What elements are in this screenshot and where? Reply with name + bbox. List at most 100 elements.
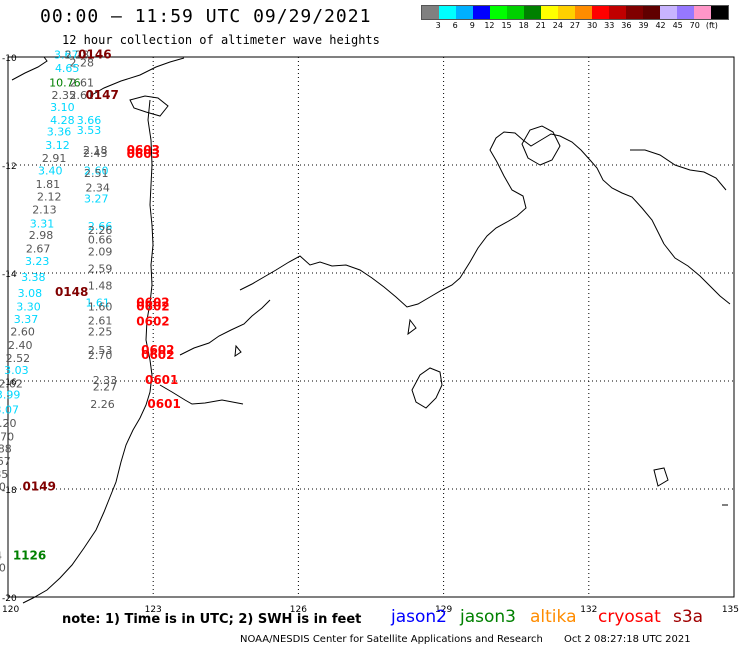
coastline-segment bbox=[630, 149, 727, 191]
color-scale-label: 6 bbox=[452, 21, 458, 30]
color-swatch bbox=[677, 6, 694, 19]
wave-height-value: 2.34 bbox=[85, 182, 110, 195]
legend-altika: altika bbox=[530, 607, 577, 627]
wave-height-value: 3.10 bbox=[50, 101, 75, 114]
lon-tick-label: 135 bbox=[722, 605, 739, 615]
coastline-segment bbox=[411, 367, 443, 409]
wave-height-value: 2.40 bbox=[0, 480, 6, 493]
map-title: 00:00 – 11:59 UTC 09/29/2021 bbox=[40, 6, 372, 27]
color-swatch bbox=[592, 6, 609, 19]
wave-height-value: 2.91 bbox=[42, 152, 67, 165]
wave-height-value: 3.66 bbox=[77, 114, 102, 127]
wave-height-value: 2.13 bbox=[32, 203, 57, 216]
map-frame bbox=[7, 56, 735, 598]
map-subtitle: 12 hour collection of altimeter wave hei… bbox=[62, 33, 380, 47]
wave-height-value: 1.48 bbox=[88, 279, 113, 292]
pass-time-label: 0603 bbox=[127, 143, 160, 157]
lon-tick-label: 126 bbox=[290, 605, 307, 615]
wave-height-value: 2.27 bbox=[93, 380, 118, 393]
generated-datetime: Oct 2 08:27:18 UTC 2021 bbox=[564, 634, 691, 645]
wave-height-value: 2.09 bbox=[88, 245, 113, 258]
wave-height-value: 2.35 bbox=[52, 89, 76, 102]
color-swatch bbox=[456, 6, 473, 19]
wave-height-value: 3.30 bbox=[16, 300, 41, 313]
color-swatch bbox=[524, 6, 541, 19]
pass-time-label: 0602 bbox=[141, 348, 174, 362]
color-swatch bbox=[643, 6, 660, 19]
wave-height-value: 3.38 bbox=[21, 271, 46, 284]
coastline-segment bbox=[11, 56, 48, 81]
credit-text: NOAA/NESDIS Center for Satellite Applica… bbox=[240, 634, 543, 645]
color-scale-label: 42 bbox=[655, 21, 666, 30]
color-swatch bbox=[422, 6, 439, 19]
wave-height-value: 3.99 bbox=[0, 389, 20, 402]
pass-time-label: 1126 bbox=[13, 548, 46, 562]
lat-tick-label: -10 bbox=[2, 54, 17, 64]
wave-height-value: 2.26 bbox=[88, 224, 113, 237]
wave-height-value: 3.03 bbox=[4, 364, 29, 377]
pass-time-label: 0149 bbox=[23, 479, 56, 493]
pass-time-label: 0602 bbox=[136, 296, 169, 310]
color-swatch bbox=[473, 6, 490, 19]
coastline-segment bbox=[159, 384, 244, 405]
wave-height-value: 2.20 bbox=[0, 417, 17, 430]
color-scale-label: 30 bbox=[587, 21, 598, 30]
color-swatch bbox=[490, 6, 507, 19]
wave-height-value: 1.67 bbox=[0, 455, 11, 468]
lat-tick-label: -16 bbox=[2, 378, 17, 388]
color-scale-label: 36 bbox=[621, 21, 632, 30]
color-swatch bbox=[558, 6, 575, 19]
map-border bbox=[7, 56, 735, 598]
color-scale-labels: 3 6 9 12 15 18 21 24 27 30 33 36 39 42 45 70 (ft) bbox=[421, 20, 729, 32]
wave-height-value: 3.08 bbox=[18, 287, 43, 300]
pass-time-label: 0602 bbox=[141, 343, 174, 357]
color-scale-label: 15 bbox=[501, 21, 512, 30]
wave-height-value: 2.61 bbox=[69, 76, 94, 89]
wave-height-value: 3.67 bbox=[54, 48, 78, 61]
wave-height-labels: 3.672.282.2801464.6510.762.612.352.61014… bbox=[0, 47, 181, 574]
pass-time-label: 0603 bbox=[127, 147, 160, 161]
color-scale-label: (ft) bbox=[705, 21, 718, 30]
legend-cryosat: cryosat bbox=[598, 607, 661, 627]
color-swatch bbox=[626, 6, 643, 19]
wave-height-value: 2.60 bbox=[10, 325, 34, 338]
coastline-segment bbox=[407, 318, 417, 336]
wave-height-value: 2.85 bbox=[0, 468, 8, 481]
color-scale-label: 3 bbox=[435, 21, 441, 30]
wave-height-value: 2.70 bbox=[88, 349, 113, 362]
color-swatch bbox=[694, 6, 711, 19]
wave-height-value: 2.53 bbox=[88, 344, 113, 357]
color-scale-label: 33 bbox=[604, 21, 615, 30]
coastline-segment bbox=[22, 99, 154, 604]
color-scale-label: 45 bbox=[672, 21, 683, 30]
wave-height-value: 4.28 bbox=[50, 114, 75, 127]
legend-s3a: s3a bbox=[673, 607, 704, 627]
wave-height-value: 2.18 bbox=[83, 144, 108, 157]
color-scale-bar bbox=[421, 5, 729, 20]
coastline-segment bbox=[129, 95, 169, 117]
color-swatch bbox=[575, 6, 592, 19]
wave-height-value: 2.70 bbox=[0, 431, 14, 444]
wave-height-value: 3.31 bbox=[30, 217, 54, 230]
wave-height-value: 3.12 bbox=[45, 139, 70, 152]
wave-height-value: 1.61 bbox=[85, 297, 110, 310]
wave-height-value: 3.07 bbox=[0, 404, 19, 417]
wave-height-value: 10.76 bbox=[49, 76, 81, 89]
footer-note: note: 1) Time is in UTC; 2) SWH is in fe… bbox=[62, 612, 362, 627]
lat-tick-label: -14 bbox=[2, 270, 17, 280]
wave-height-value: 2.33 bbox=[93, 374, 118, 387]
color-swatch bbox=[439, 6, 456, 19]
wave-height-value: 2.51 bbox=[84, 167, 109, 180]
wave-height-value: 2.25 bbox=[88, 325, 113, 338]
footer-credit: NOAA/NESDIS Center for Satellite Applica… bbox=[240, 634, 691, 645]
wave-height-value: 2.59 bbox=[88, 263, 113, 276]
color-swatch bbox=[711, 6, 728, 19]
legend-jason3: jason3 bbox=[460, 607, 516, 627]
color-swatch bbox=[507, 6, 524, 19]
wave-height-value: 3.36 bbox=[47, 126, 72, 139]
wave-height-value: 3.40 bbox=[38, 164, 63, 177]
lat-tick-label: -12 bbox=[2, 162, 17, 172]
color-scale-label: 21 bbox=[535, 21, 546, 30]
wave-height-value: 2.43 bbox=[83, 147, 108, 160]
